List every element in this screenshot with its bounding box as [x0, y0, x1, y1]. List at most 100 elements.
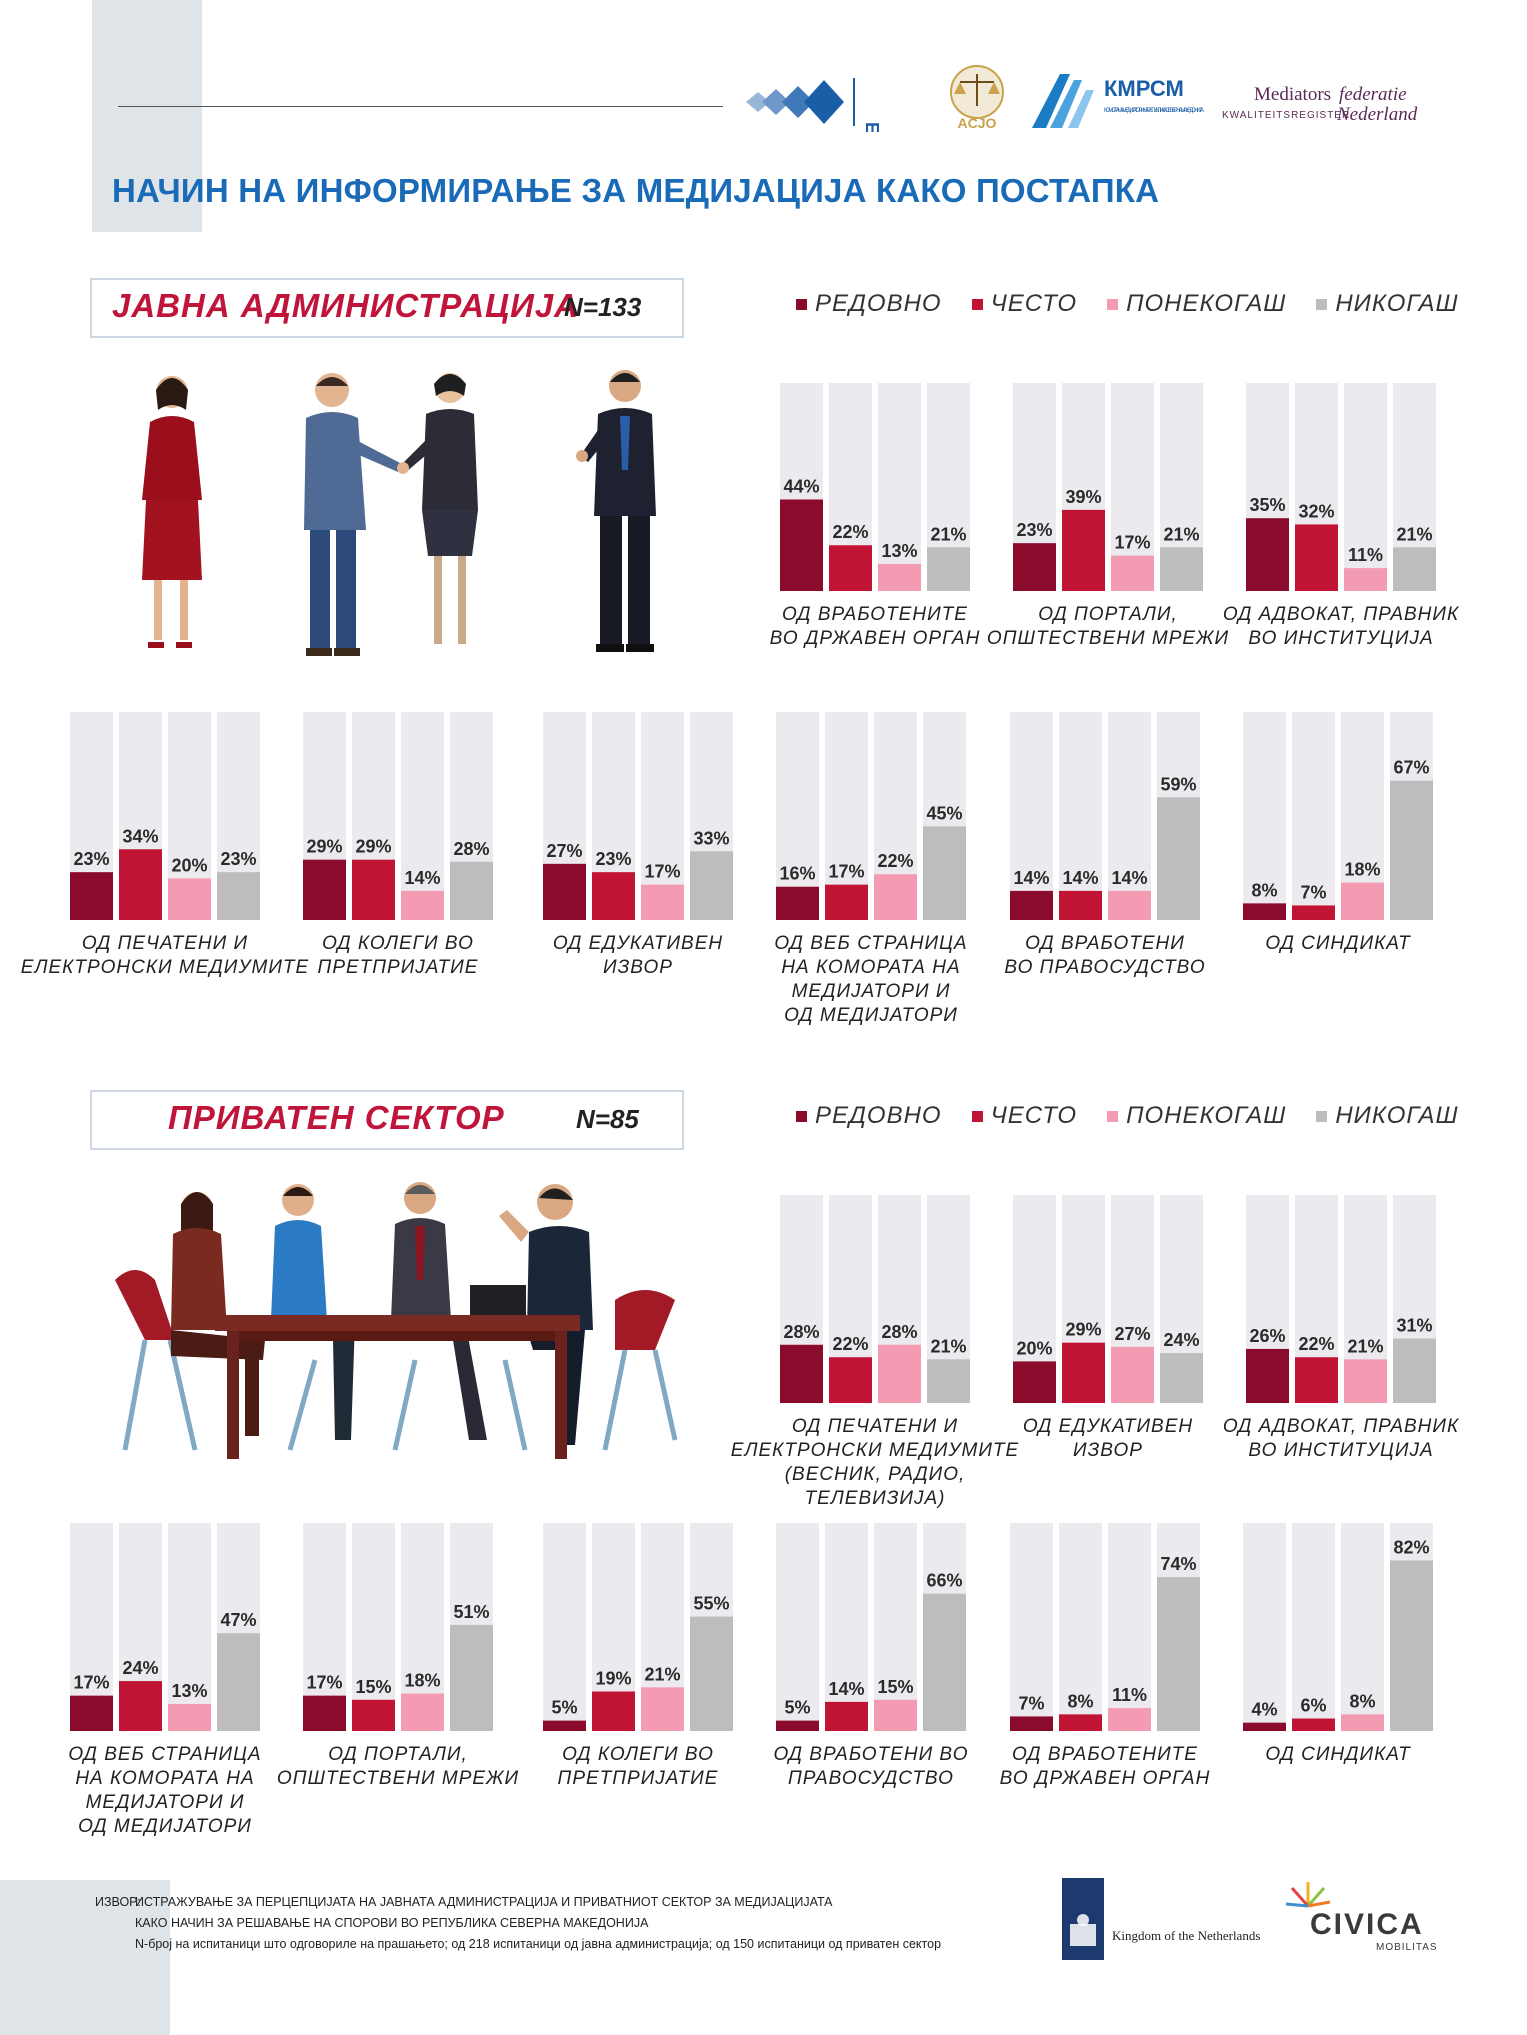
data-label: 55% [693, 1594, 729, 1614]
legend-public: РЕДОВНО ЧЕСТО ПОНЕКОГАШ НИКОГАШ [796, 290, 1459, 318]
chart-svg: 20% 29% 27% 24% [1013, 1195, 1203, 1403]
data-label: 34% [122, 826, 158, 846]
chart-panel: 5% 14% 15% 66% [776, 1523, 966, 1731]
data-label: 20% [1016, 1338, 1052, 1358]
bar-track [1344, 383, 1387, 591]
data-label: 27% [1114, 1324, 1150, 1344]
data-label: 11% [1112, 1685, 1147, 1705]
mediators-federatie-logo: Mediators federatie KWALITEITSREGISTER N… [1222, 84, 1422, 134]
bar-track [1010, 712, 1053, 920]
bar [543, 863, 586, 920]
data-label: 21% [930, 1336, 966, 1356]
chart-panel: 44% 22% 13% 21% [780, 383, 970, 591]
chart-svg: 14% 14% 14% 59% [1010, 712, 1200, 920]
footer-source-line1: ИСТРАЖУВАЊЕ ЗА ПЕРЦЕПЦИЈАТА НА ЈАВНАТА А… [135, 1895, 833, 1909]
category-label: ОД ЕДУКАТИВЕН ИЗВОР [1022, 1416, 1194, 1461]
data-label: 33% [693, 828, 729, 848]
civica-mobilitas-logo: CIVICA MOBILITAS [1280, 1876, 1440, 1954]
bar [1390, 780, 1433, 920]
bar [352, 1699, 395, 1731]
bar [1157, 797, 1200, 920]
category-label: ОД ВРАБОТЕНИТЕ ВО ДРЖАВЕН ОРГАН [769, 604, 981, 649]
woman-figure [142, 376, 202, 648]
chart-svg: 23% 39% 17% 21% [1013, 383, 1203, 591]
legend-swatch [1107, 299, 1119, 311]
data-label: 14% [404, 868, 440, 888]
data-label: 23% [220, 849, 256, 869]
civica-sunburst-icon [1285, 1882, 1331, 1908]
data-label: 11% [1348, 545, 1383, 565]
footer-decoration [0, 1880, 170, 2035]
meeting-table [215, 1315, 580, 1459]
bar [641, 884, 684, 920]
chart-panel: 8% 7% 18% 67% [1243, 712, 1433, 920]
bar [1295, 1357, 1338, 1403]
bar [825, 884, 868, 920]
bar [1013, 543, 1056, 591]
category-label: ОД ЕДУКАТИВЕН ИЗВОР [552, 933, 724, 978]
chart-panel: 26% 22% 21% 31% [1246, 1195, 1436, 1403]
data-label: 24% [122, 1658, 158, 1678]
bar [1013, 1361, 1056, 1403]
category-label: ОД ВРАБОТЕНИ ВО ПРАВОСУДСТВО [1004, 933, 1206, 978]
legend-swatch [1316, 1111, 1328, 1123]
kwaliteitsregister-text: KWALITEITSREGISTER [1222, 110, 1351, 121]
data-label: 16% [779, 864, 815, 884]
bar [1010, 1716, 1053, 1731]
bar [450, 1624, 493, 1731]
chart-panel: 4% 6% 8% 82% [1243, 1523, 1433, 1731]
data-label: 7% [1018, 1693, 1044, 1713]
bar-track [401, 712, 444, 920]
bar [1292, 905, 1335, 920]
data-label: 17% [73, 1673, 109, 1693]
private-sector-meeting-illustration [115, 1170, 685, 1470]
bar [119, 849, 162, 920]
chart-svg: 23% 34% 20% 23% [70, 712, 260, 920]
civica-text: CIVICA [1310, 1908, 1424, 1941]
data-label: 28% [783, 1322, 819, 1342]
bar [1344, 568, 1387, 591]
bar [1157, 1577, 1200, 1731]
bar [1341, 882, 1384, 920]
nederland-text: Nederland [1337, 104, 1418, 125]
data-label: 19% [595, 1668, 631, 1688]
chart-panel: 27% 23% 17% 33% [543, 712, 733, 920]
chart-svg: 4% 6% 8% 82% [1243, 1523, 1433, 1731]
data-label: 21% [1163, 524, 1199, 544]
data-label: 23% [1016, 520, 1052, 540]
bar-track [1292, 1523, 1335, 1731]
bar [168, 1703, 211, 1731]
data-label: 45% [926, 803, 962, 823]
section-title-private: ПРИВАТЕН СЕКТОР [168, 1099, 505, 1136]
data-label: 74% [1160, 1554, 1196, 1574]
legend-item: ПОНЕКОГАШ [1107, 1102, 1286, 1129]
data-label: 14% [1111, 868, 1147, 888]
bar [1295, 524, 1338, 591]
epi-text: ЕПИ [862, 122, 882, 132]
chart-svg: 35% 32% 11% 21% [1246, 383, 1436, 591]
acjo-logo: ACJO [940, 62, 1014, 146]
data-label: 66% [926, 1571, 962, 1591]
bar [450, 861, 493, 920]
bar [1111, 1346, 1154, 1403]
legend-item: РЕДОВНО [796, 290, 942, 317]
section-n-private: N=85 [576, 1104, 639, 1134]
data-label: 14% [828, 1679, 864, 1699]
data-label: 39% [1065, 487, 1101, 507]
data-label: 13% [171, 1681, 207, 1701]
bar [1062, 509, 1105, 591]
data-label: 59% [1160, 774, 1196, 794]
legend-item: НИКОГАШ [1316, 1102, 1458, 1129]
legend-swatch [796, 299, 807, 311]
chart-svg: 8% 7% 18% 67% [1243, 712, 1433, 920]
data-label: 22% [832, 522, 868, 542]
bar-track [1243, 1523, 1286, 1731]
bar [878, 1344, 921, 1403]
data-label: 24% [1163, 1330, 1199, 1350]
bar [1246, 1348, 1289, 1403]
data-label: 22% [832, 1334, 868, 1354]
category-label: ОД ПЕЧАТЕНИ И ЕЛЕКТРОНСКИ МЕДИУМИТЕ [20, 933, 310, 978]
bar [780, 1344, 823, 1403]
meeting-people [171, 1182, 593, 1445]
data-label: 28% [881, 1322, 917, 1342]
